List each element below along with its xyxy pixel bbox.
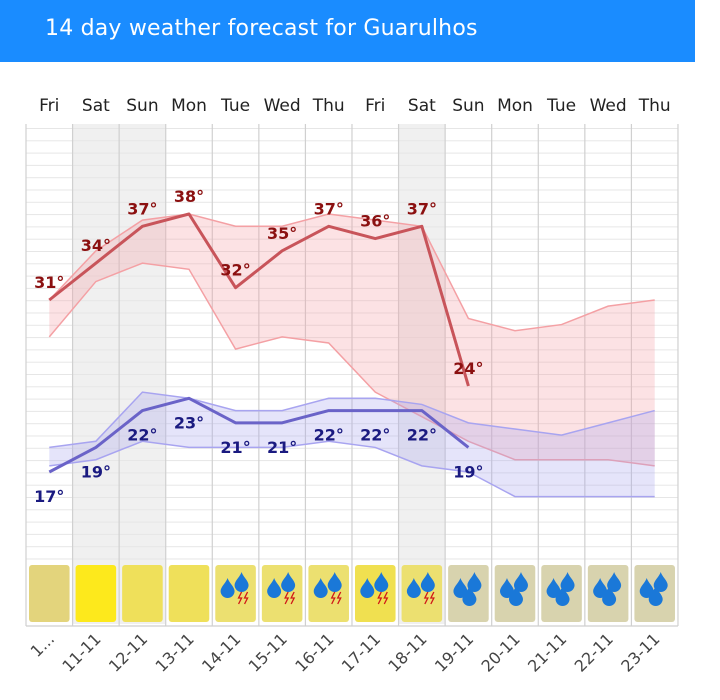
day-name: Sun: [126, 96, 158, 116]
temperature-label: 22°: [127, 426, 157, 445]
rain-drop: [648, 586, 663, 607]
range-band: [49, 392, 655, 497]
day-name: Sat: [82, 96, 110, 116]
date-label: 15-11: [245, 629, 291, 675]
rain-drop: [420, 572, 435, 593]
temperature-label: 23°: [174, 413, 204, 432]
day-name: Thu: [638, 96, 671, 116]
rain-drop: [513, 572, 528, 593]
rain-drop: [555, 586, 570, 607]
rain-drop: [508, 586, 523, 607]
temperature-label: 37°: [127, 199, 157, 218]
temperature-label: 22°: [360, 426, 390, 445]
weather-cell: [168, 565, 210, 622]
thunder: [423, 591, 435, 605]
thunder: [330, 591, 342, 605]
day-name: Fri: [365, 96, 385, 116]
thunder: [377, 591, 389, 605]
date-label: 11-11: [58, 629, 104, 675]
rain-drop: [234, 572, 249, 593]
temperature-line: [48, 396, 470, 474]
day-name: Tue: [220, 96, 250, 116]
day-name: Sat: [408, 96, 436, 116]
temperature-label: 21°: [220, 438, 250, 457]
temperature-label: 31°: [34, 273, 64, 292]
date-label: 13-11: [152, 629, 198, 675]
range-high: [49, 391, 655, 449]
temperature-label: 34°: [81, 236, 111, 255]
range-high: [48, 213, 655, 332]
range-band: [49, 214, 655, 466]
thunder: [237, 591, 249, 605]
rain-drop: [462, 586, 477, 607]
temperature-label: 19°: [453, 462, 483, 481]
date-label: 16-11: [291, 629, 337, 675]
rain-drop: [313, 578, 328, 598]
date-label: 14-11: [198, 629, 244, 675]
rain-drop: [406, 578, 421, 598]
range-low: [49, 440, 655, 498]
temperature-label: 24°: [453, 359, 483, 378]
rain-drop: [453, 578, 468, 598]
day-name: Wed: [590, 96, 627, 116]
temperature-label: 36°: [360, 212, 390, 231]
date-label: 18-11: [384, 629, 430, 675]
date-label: 20-11: [477, 629, 523, 675]
date-label: 19-11: [431, 629, 477, 675]
rain-drop: [560, 572, 575, 593]
header: 14 day weather forecast for Guarulhos: [0, 0, 695, 62]
date-label: 21-11: [524, 629, 570, 675]
rain-drop: [653, 572, 668, 593]
rain-drop: [281, 572, 296, 593]
day-name: Wed: [264, 96, 301, 116]
rain-drop: [327, 572, 342, 593]
rain-drop: [360, 578, 375, 598]
rain-drop: [374, 572, 389, 593]
temperature-label: 35°: [267, 224, 297, 243]
date-label: 22-11: [571, 629, 617, 675]
day-name: Mon: [171, 96, 207, 116]
day-name: Sun: [452, 96, 484, 116]
rain-drop: [267, 578, 282, 598]
temperature-label: 22°: [314, 426, 344, 445]
temperature-label: 17°: [34, 487, 64, 506]
rain-drop: [499, 578, 514, 598]
temperature-label: 37°: [407, 199, 437, 218]
day-name: Fri: [39, 96, 59, 116]
date-label: 23-11: [617, 629, 663, 675]
temperature-label: 37°: [314, 199, 344, 218]
rain-drop: [639, 578, 654, 598]
temperature-label: 32°: [220, 261, 250, 280]
day-name: Thu: [312, 96, 345, 116]
rain-drop: [607, 572, 622, 593]
rain-drop: [467, 572, 482, 593]
rain-drop: [220, 578, 235, 598]
date-label: 17-11: [338, 629, 384, 675]
range-low: [48, 262, 655, 467]
temperature-label: 19°: [81, 462, 111, 481]
thunder: [284, 591, 296, 605]
title: 14 day weather forecast for Guarulhos: [45, 16, 478, 41]
rain-drop: [593, 578, 608, 598]
temperature-line: [48, 212, 470, 387]
temperature-label: 21°: [267, 438, 297, 457]
day-name: Tue: [546, 96, 576, 116]
date-label: 12-11: [105, 629, 151, 675]
rain-drop: [602, 586, 617, 607]
temperature-label: 38°: [174, 187, 204, 206]
weather-cell: [29, 565, 70, 622]
weather-cell: [122, 565, 163, 622]
day-name: Mon: [497, 96, 533, 116]
temperature-label: 22°: [407, 426, 437, 445]
weather-cell: [75, 565, 117, 622]
date-label: 1...: [27, 629, 58, 660]
rain-drop: [546, 578, 561, 598]
